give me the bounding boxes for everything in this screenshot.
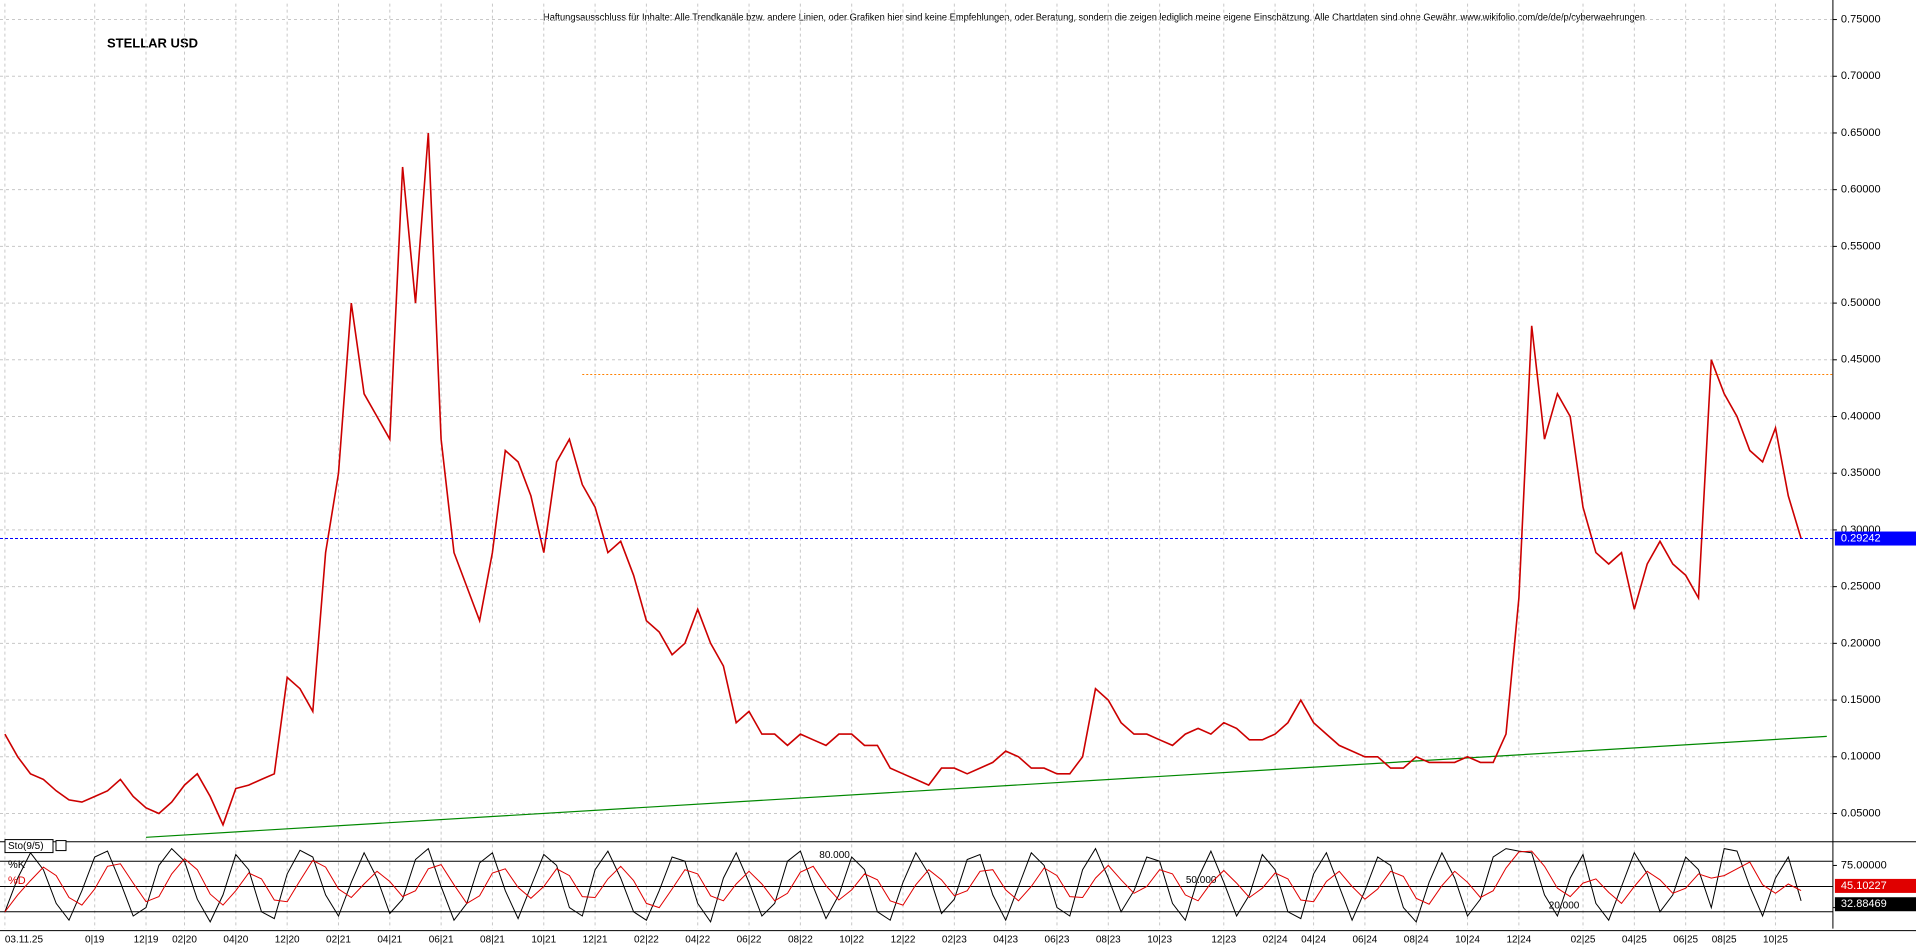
reference-label: 50.000 xyxy=(1186,875,1217,886)
y-tick-label: 0.70000 xyxy=(1841,70,1881,82)
x-tick-label: 02|20 xyxy=(172,935,197,946)
x-tick-label: 08|24 xyxy=(1404,935,1429,946)
x-tick-label: 10|21 xyxy=(531,935,556,946)
x-tick-label: 04|25 xyxy=(1622,935,1647,946)
indicator-box xyxy=(4,839,54,854)
last-value-label: 45.10227 xyxy=(1841,880,1887,892)
last-value-box xyxy=(1834,878,1916,893)
x-tick-label: 04|23 xyxy=(993,935,1018,946)
legend-label: %D xyxy=(8,875,26,887)
legend-label: %K xyxy=(8,859,26,871)
x-tick-label: 04|22 xyxy=(685,935,710,946)
x-tick-label: 04|21 xyxy=(377,935,402,946)
x-tick-label: 06|25 xyxy=(1673,935,1698,946)
x-tick-label: 10|25 xyxy=(1763,935,1788,946)
x-tick-label: 08|22 xyxy=(788,935,813,946)
x-tick-label: 03.11.25 xyxy=(5,935,44,946)
last-price-label: 0.29242 xyxy=(1841,532,1881,544)
last-value-label: 32.88469 xyxy=(1841,898,1887,910)
x-tick-label: 02|23 xyxy=(942,935,967,946)
stoch-line xyxy=(4,847,1802,924)
chart-title: STELLAR USD xyxy=(107,35,198,50)
indicator-title: Sto(9/5) xyxy=(8,841,44,852)
x-tick-label: 02|21 xyxy=(326,935,351,946)
y-tick-label: 0.75000 xyxy=(1841,13,1881,25)
x-tick-label: 06|22 xyxy=(737,935,762,946)
y-tick-label: 0.50000 xyxy=(1841,297,1881,309)
x-tick-label: 08|23 xyxy=(1096,935,1121,946)
x-tick-label: 02|24 xyxy=(1263,935,1288,946)
y-tick-label: 0.20000 xyxy=(1841,637,1881,649)
reference-label: 80.000 xyxy=(819,850,850,861)
y-tick-label: 0.45000 xyxy=(1841,354,1881,366)
x-tick-label: 04|20 xyxy=(223,935,248,946)
y-tick-label: 0.55000 xyxy=(1841,240,1881,252)
trendline xyxy=(145,735,1827,838)
y-tick-label: 0.05000 xyxy=(1841,807,1881,819)
disclaimer: Haftungsausschluss für Inhalte: Alle Tre… xyxy=(543,13,1645,24)
price-line xyxy=(4,132,1802,827)
x-tick-label: 0|19 xyxy=(85,935,105,946)
x-tick-label: 12|19 xyxy=(134,935,159,946)
x-tick-label: 08|25 xyxy=(1712,935,1737,946)
x-tick-label: 06|24 xyxy=(1352,935,1377,946)
x-tick-label: 08|21 xyxy=(480,935,505,946)
x-tick-label: 12|21 xyxy=(583,935,608,946)
y-tick-label: 0.10000 xyxy=(1841,751,1881,763)
y-tick-label: 75.00000 xyxy=(1841,859,1887,871)
indicator-button xyxy=(55,840,67,852)
reference-label: 20.000 xyxy=(1549,900,1580,911)
x-tick-label: 04|24 xyxy=(1301,935,1326,946)
x-tick-label: 12|22 xyxy=(891,935,916,946)
y-tick-label: 0.40000 xyxy=(1841,410,1881,422)
stoch-line xyxy=(4,850,1802,913)
x-tick-label: 02|22 xyxy=(634,935,659,946)
x-tick-label: 12|23 xyxy=(1211,935,1236,946)
y-tick-label: 0.35000 xyxy=(1841,467,1881,479)
x-tick-label: 02|25 xyxy=(1571,935,1596,946)
x-tick-label: 12|24 xyxy=(1506,935,1531,946)
last-value-box xyxy=(1834,897,1916,912)
x-tick-label: 10|22 xyxy=(839,935,864,946)
x-tick-label: 06|23 xyxy=(1045,935,1070,946)
y-tick-label: 0.65000 xyxy=(1841,127,1881,139)
x-tick-label: 06|21 xyxy=(429,935,454,946)
x-tick-label: 10|23 xyxy=(1147,935,1172,946)
y-tick-label: 0.15000 xyxy=(1841,694,1881,706)
x-tick-label: 10|24 xyxy=(1455,935,1480,946)
y-tick-label: 0.25000 xyxy=(1841,581,1881,593)
x-tick-label: 12|20 xyxy=(275,935,300,946)
last-price-box xyxy=(1834,531,1916,546)
y-tick-label: 0.60000 xyxy=(1841,184,1881,196)
